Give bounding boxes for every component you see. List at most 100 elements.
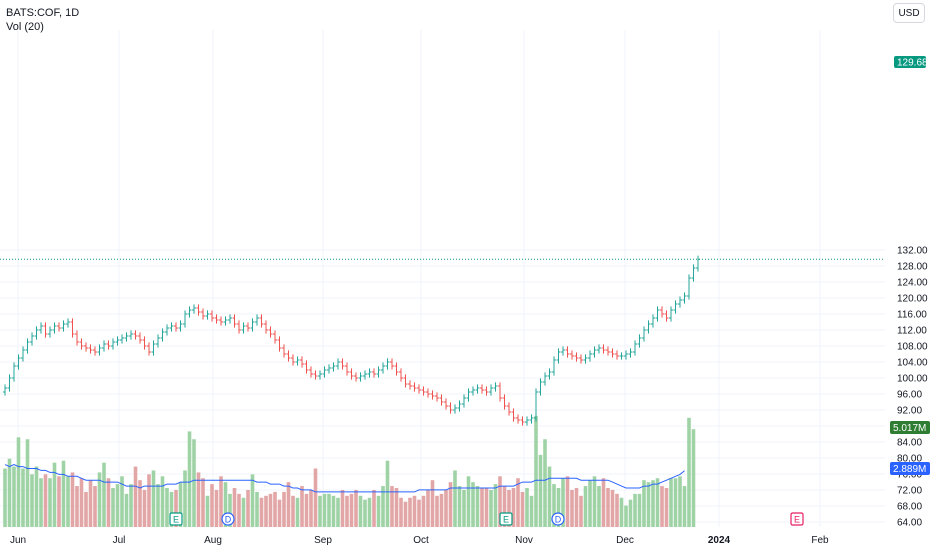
price-tick-label: 84.00 [897,438,922,449]
ohlc-bar [48,326,52,338]
volume-bar [313,468,318,527]
volume-bar [394,488,399,527]
volume-bar [588,480,592,527]
volume-bar [525,488,529,527]
ohlc-bar [579,354,583,364]
dividend-marker[interactable]: D [221,512,235,526]
ohlc-bar [178,320,183,332]
volume-bar [561,478,565,527]
time-axis[interactable]: Jun Jul Aug Sep Oct Nov Dec 2024 Feb [10,535,829,546]
ohlc-bar [183,310,187,328]
event-label: E [794,515,800,525]
volume-bar [183,470,187,527]
earnings-marker[interactable]: E [499,512,513,526]
ohlc-bar [115,336,120,346]
volume-bar [417,499,421,527]
volume-bar [345,495,349,527]
time-tick-label: Jul [113,535,126,546]
ohlc-bar [642,326,646,342]
ohlc-bar [255,314,259,326]
ohlc-bar [520,416,525,426]
ohlc-bar [259,314,264,328]
ohlc-bar [412,382,417,392]
time-tick-label: Feb [811,535,829,546]
volume-bar [327,493,331,527]
volume-bar [106,478,111,527]
volume-bar [286,482,291,527]
ohlc-bar [34,326,39,340]
volume-ma-tag: 2.889M [890,462,930,475]
volume-bar [309,489,313,527]
currency-button[interactable]: USD [893,3,925,23]
ohlc-bar [133,330,138,340]
volume-bar [151,470,156,527]
ohlc-bar [57,322,61,332]
volume-bar [282,491,286,527]
event-label: E [503,515,509,525]
ohlc-bar [169,322,174,332]
dividend-marker[interactable]: D [551,512,565,526]
volume-bar [210,484,214,527]
volume-bar [682,486,687,527]
ohlc-bar [462,394,466,408]
volume-bar [111,488,115,527]
volume-bar [439,493,444,527]
ohlc-bar [336,358,340,370]
volume-bar [624,505,628,527]
volume-bar [592,476,597,527]
ohlc-bar [606,346,610,356]
volume-bar [354,489,358,527]
volume-bar [250,474,255,527]
ohlc-bar [52,322,57,334]
volume-bar [30,474,34,527]
ohlc-bar [313,370,318,380]
volume-bar [430,480,435,527]
volume-bar [97,472,102,527]
grid [0,30,885,527]
volume-bar [606,488,610,527]
volume-bar [336,497,340,527]
volume-bar [174,489,178,527]
ohlc-bar [628,348,633,358]
ohlc-bar [525,416,529,426]
volume-bar [246,489,250,527]
ohlc-bar [516,414,520,424]
volume-bar [534,415,538,527]
ohlc-bar [192,304,196,314]
ohlc-bar [300,356,304,368]
volume-bar [529,495,534,527]
price-axis[interactable]: 64.0068.0072.0076.0080.0084.0088.0092.00… [897,246,928,529]
ohlc-bar [7,374,12,392]
ohlc-bar [529,414,534,424]
last-price-label: 129.68 [897,58,928,69]
volume-indicator-title[interactable]: Vol (20) [6,21,44,33]
volume-bar [124,493,129,527]
volume-bar [66,476,70,527]
earnings-marker[interactable]: E [169,512,183,526]
earnings-marker[interactable]: E [790,512,804,526]
ohlc-bar [273,330,277,344]
symbol-title[interactable]: BATS:COF, 1D [6,7,80,19]
volume-bar [259,497,264,527]
ohlc-bar [547,368,552,380]
ohlc-bar [435,392,439,402]
ohlc-bar [93,346,97,356]
price-tick-label: 128.00 [897,262,928,273]
volume-bar [507,489,511,527]
ohlc-bar [345,362,349,376]
ohlc-bar [16,354,21,370]
time-tick-label: Jun [10,535,26,546]
volume-bar [169,491,174,527]
ohlc-bar [475,384,480,394]
price-tick-label: 124.00 [897,278,928,289]
ohlc-bar [264,320,268,334]
ohlc-bar [187,306,192,318]
ohlc-bar [678,296,682,308]
event-label: D [555,515,562,525]
ohlc-bar [574,352,579,362]
ohlc-bar [471,386,475,396]
ohlc-bar [394,362,399,376]
ohlc-bar [417,384,421,394]
volume-bar [651,480,655,527]
